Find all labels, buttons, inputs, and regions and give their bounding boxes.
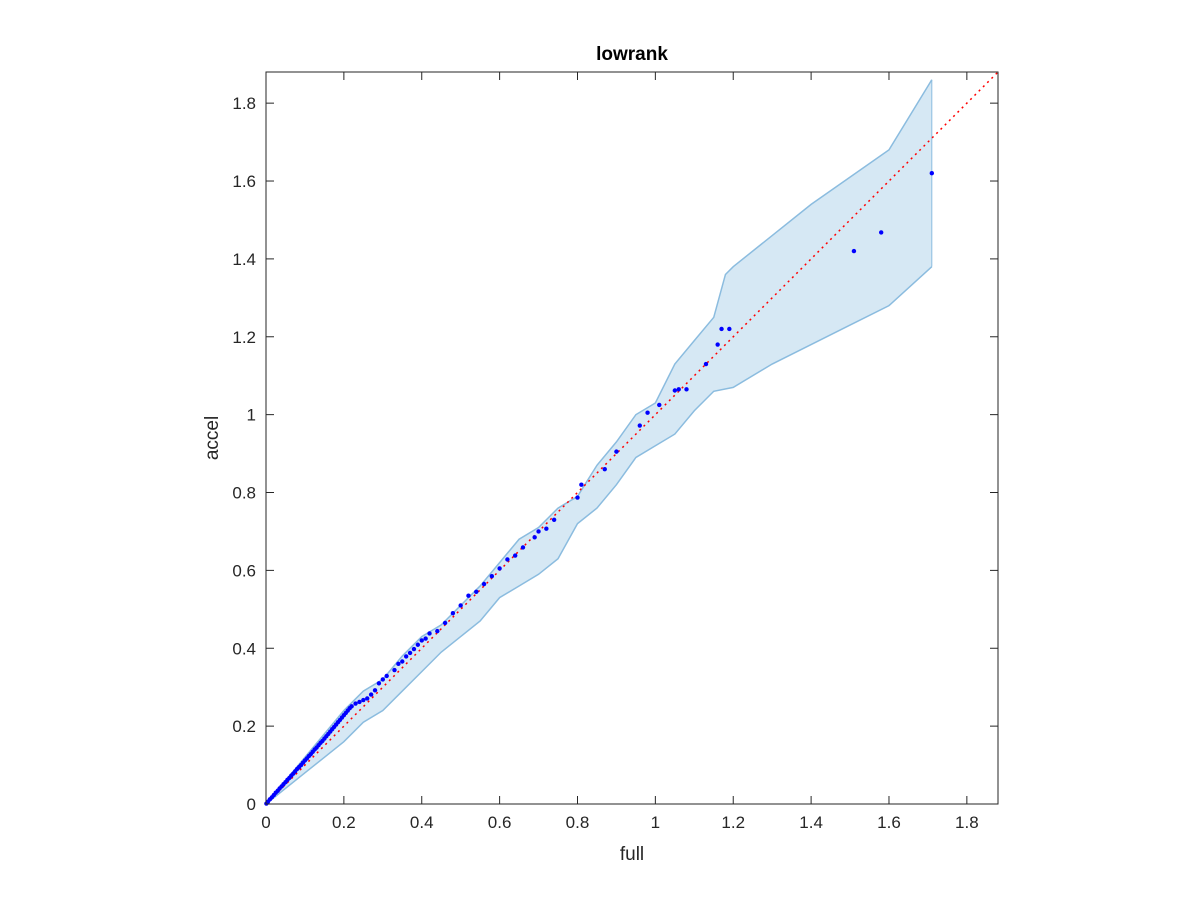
data-point [353,701,358,706]
x-tick-label: 1.8 [955,813,979,832]
band-upper-edge [265,79,933,805]
data-point [878,230,884,235]
data-point [415,642,421,647]
data-point [497,566,502,571]
data-point [505,557,510,562]
data-point [575,495,580,500]
data-point [357,699,362,705]
data-point [489,574,495,579]
data-point [532,535,537,540]
axes-box [265,71,999,805]
data-point [727,326,732,332]
data-point [372,688,378,693]
data-point [423,636,428,641]
data-point [684,387,689,392]
data-point [427,631,432,636]
data-point [419,638,424,643]
data-point [851,248,857,254]
y-tick-label: 1.6 [232,172,256,191]
data-point [407,650,413,656]
x-axis-label: full [620,844,644,865]
data-point [450,611,456,616]
data-point [400,659,405,664]
data-point [411,646,417,652]
data-point [715,342,720,347]
data-point [361,697,366,703]
data-point [474,589,479,594]
y-tick-label: 0.2 [232,717,256,736]
data-point [396,661,401,667]
x-tick-label: 0.6 [488,813,512,832]
y-tick-label: 0 [247,795,256,814]
chart-title: lowrank [596,44,668,65]
data-point [368,692,374,697]
axes: 0 0.2 0.4 0.6 0.8 1 1.2 1.4 1.6 1.8 0 0.2 0.4 0.6 0.8 1… [232,71,999,832]
data-point [579,482,584,487]
data-point [657,402,662,408]
data-point [645,410,650,415]
data-point [458,603,463,608]
data-point [544,526,549,531]
x-tick-label: 0.8 [566,813,590,832]
y-tick-label: 0.4 [232,639,256,658]
data-point [442,620,448,626]
data-point [466,593,471,598]
x-tick-label: 0.2 [332,813,356,832]
y-tick-label: 1.2 [232,328,256,347]
data-point [392,667,397,673]
data-point [536,529,541,534]
data-point [384,673,389,679]
y-tick-label: 1.8 [232,94,256,113]
data-point [719,326,724,332]
data-point [602,466,607,472]
data-point [349,704,354,709]
plot-area [264,71,999,806]
confidence-band [266,79,932,804]
data-point [551,517,557,522]
x-tick-label: 1.4 [799,813,823,832]
data-point [512,553,518,558]
data-point [435,628,440,634]
reference-line [265,71,999,805]
data-point [614,449,619,454]
x-tick-label: 1 [651,813,660,832]
y-tick-label: 1.4 [232,250,256,269]
data-point [403,654,409,659]
data-point [703,361,709,367]
x-tick-label: 0.4 [410,813,434,832]
data-point [672,388,678,393]
x-tick-label: 1.2 [721,813,745,832]
data-point [637,423,642,428]
data-point [520,545,526,550]
x-tick-label: 0 [261,813,270,832]
y-tick-label: 0.8 [232,484,256,503]
data-point [481,581,487,587]
x-tick-label: 1.6 [877,813,901,832]
data-point [676,387,681,392]
y-axis-label: accel [202,416,223,460]
data-point [365,696,370,701]
y-tick-label: 0.6 [232,561,256,580]
data-point [376,681,382,686]
band-lower-edge [265,266,933,805]
data-point [380,677,386,682]
y-tick-label: 1 [247,406,256,425]
data-point [929,171,935,176]
